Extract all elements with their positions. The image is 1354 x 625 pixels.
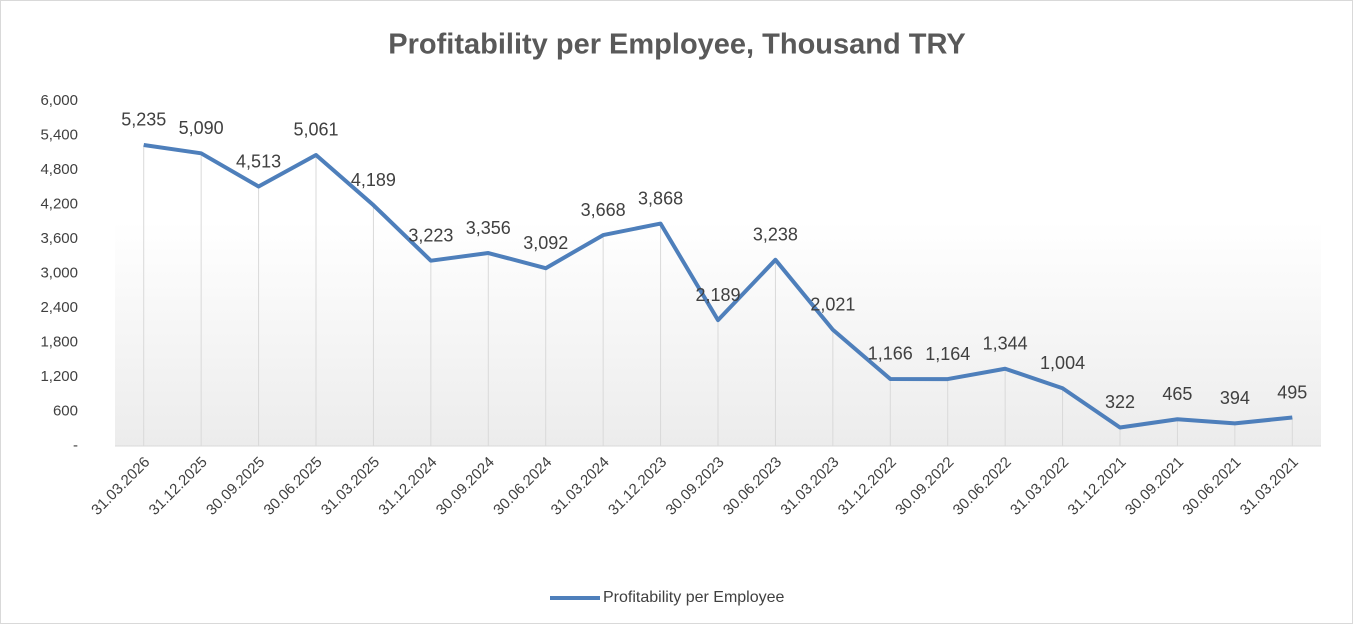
data-label: 3,223 (408, 225, 453, 245)
data-label: 5,235 (121, 110, 166, 130)
y-tick-label: 5,400 (40, 126, 78, 143)
data-label: 4,513 (236, 151, 281, 171)
data-label: 1,344 (983, 333, 1028, 353)
y-tick-label: - (73, 437, 78, 454)
legend-label: Profitability per Employee (603, 589, 785, 606)
data-label: 3,668 (581, 200, 626, 220)
line-series (143, 143, 1293, 430)
y-tick-label: 4,800 (40, 161, 78, 178)
y-tick-label: 1,800 (40, 333, 78, 350)
data-label: 3,868 (638, 188, 683, 208)
data-label: 3,238 (753, 225, 798, 245)
data-label: 5,090 (179, 118, 224, 138)
data-label: 1,004 (1040, 353, 1085, 373)
data-label: 322 (1105, 392, 1135, 412)
data-label: 3,092 (523, 233, 568, 253)
data-label: 2,021 (810, 295, 855, 315)
y-tick-label: 6,000 (40, 92, 78, 109)
y-tick-label: 3,600 (40, 230, 78, 247)
y-tick-label: 1,200 (40, 368, 78, 385)
data-label: 4,189 (351, 170, 396, 190)
y-tick-label: 4,200 (40, 195, 78, 212)
data-label: 1,166 (868, 344, 913, 364)
y-tick-label: 2,400 (40, 299, 78, 316)
data-label: 2,189 (695, 285, 740, 305)
data-label: 394 (1220, 388, 1250, 408)
data-label: 5,061 (293, 120, 338, 140)
y-tick-label: 3,000 (40, 264, 78, 281)
data-label: 495 (1277, 382, 1307, 402)
chart-title: Profitability per Employee, Thousand TRY (388, 29, 965, 61)
y-tick-label: 600 (53, 402, 78, 419)
data-label: 465 (1162, 384, 1192, 404)
data-label: 1,164 (925, 344, 970, 364)
data-label: 3,356 (466, 218, 511, 238)
